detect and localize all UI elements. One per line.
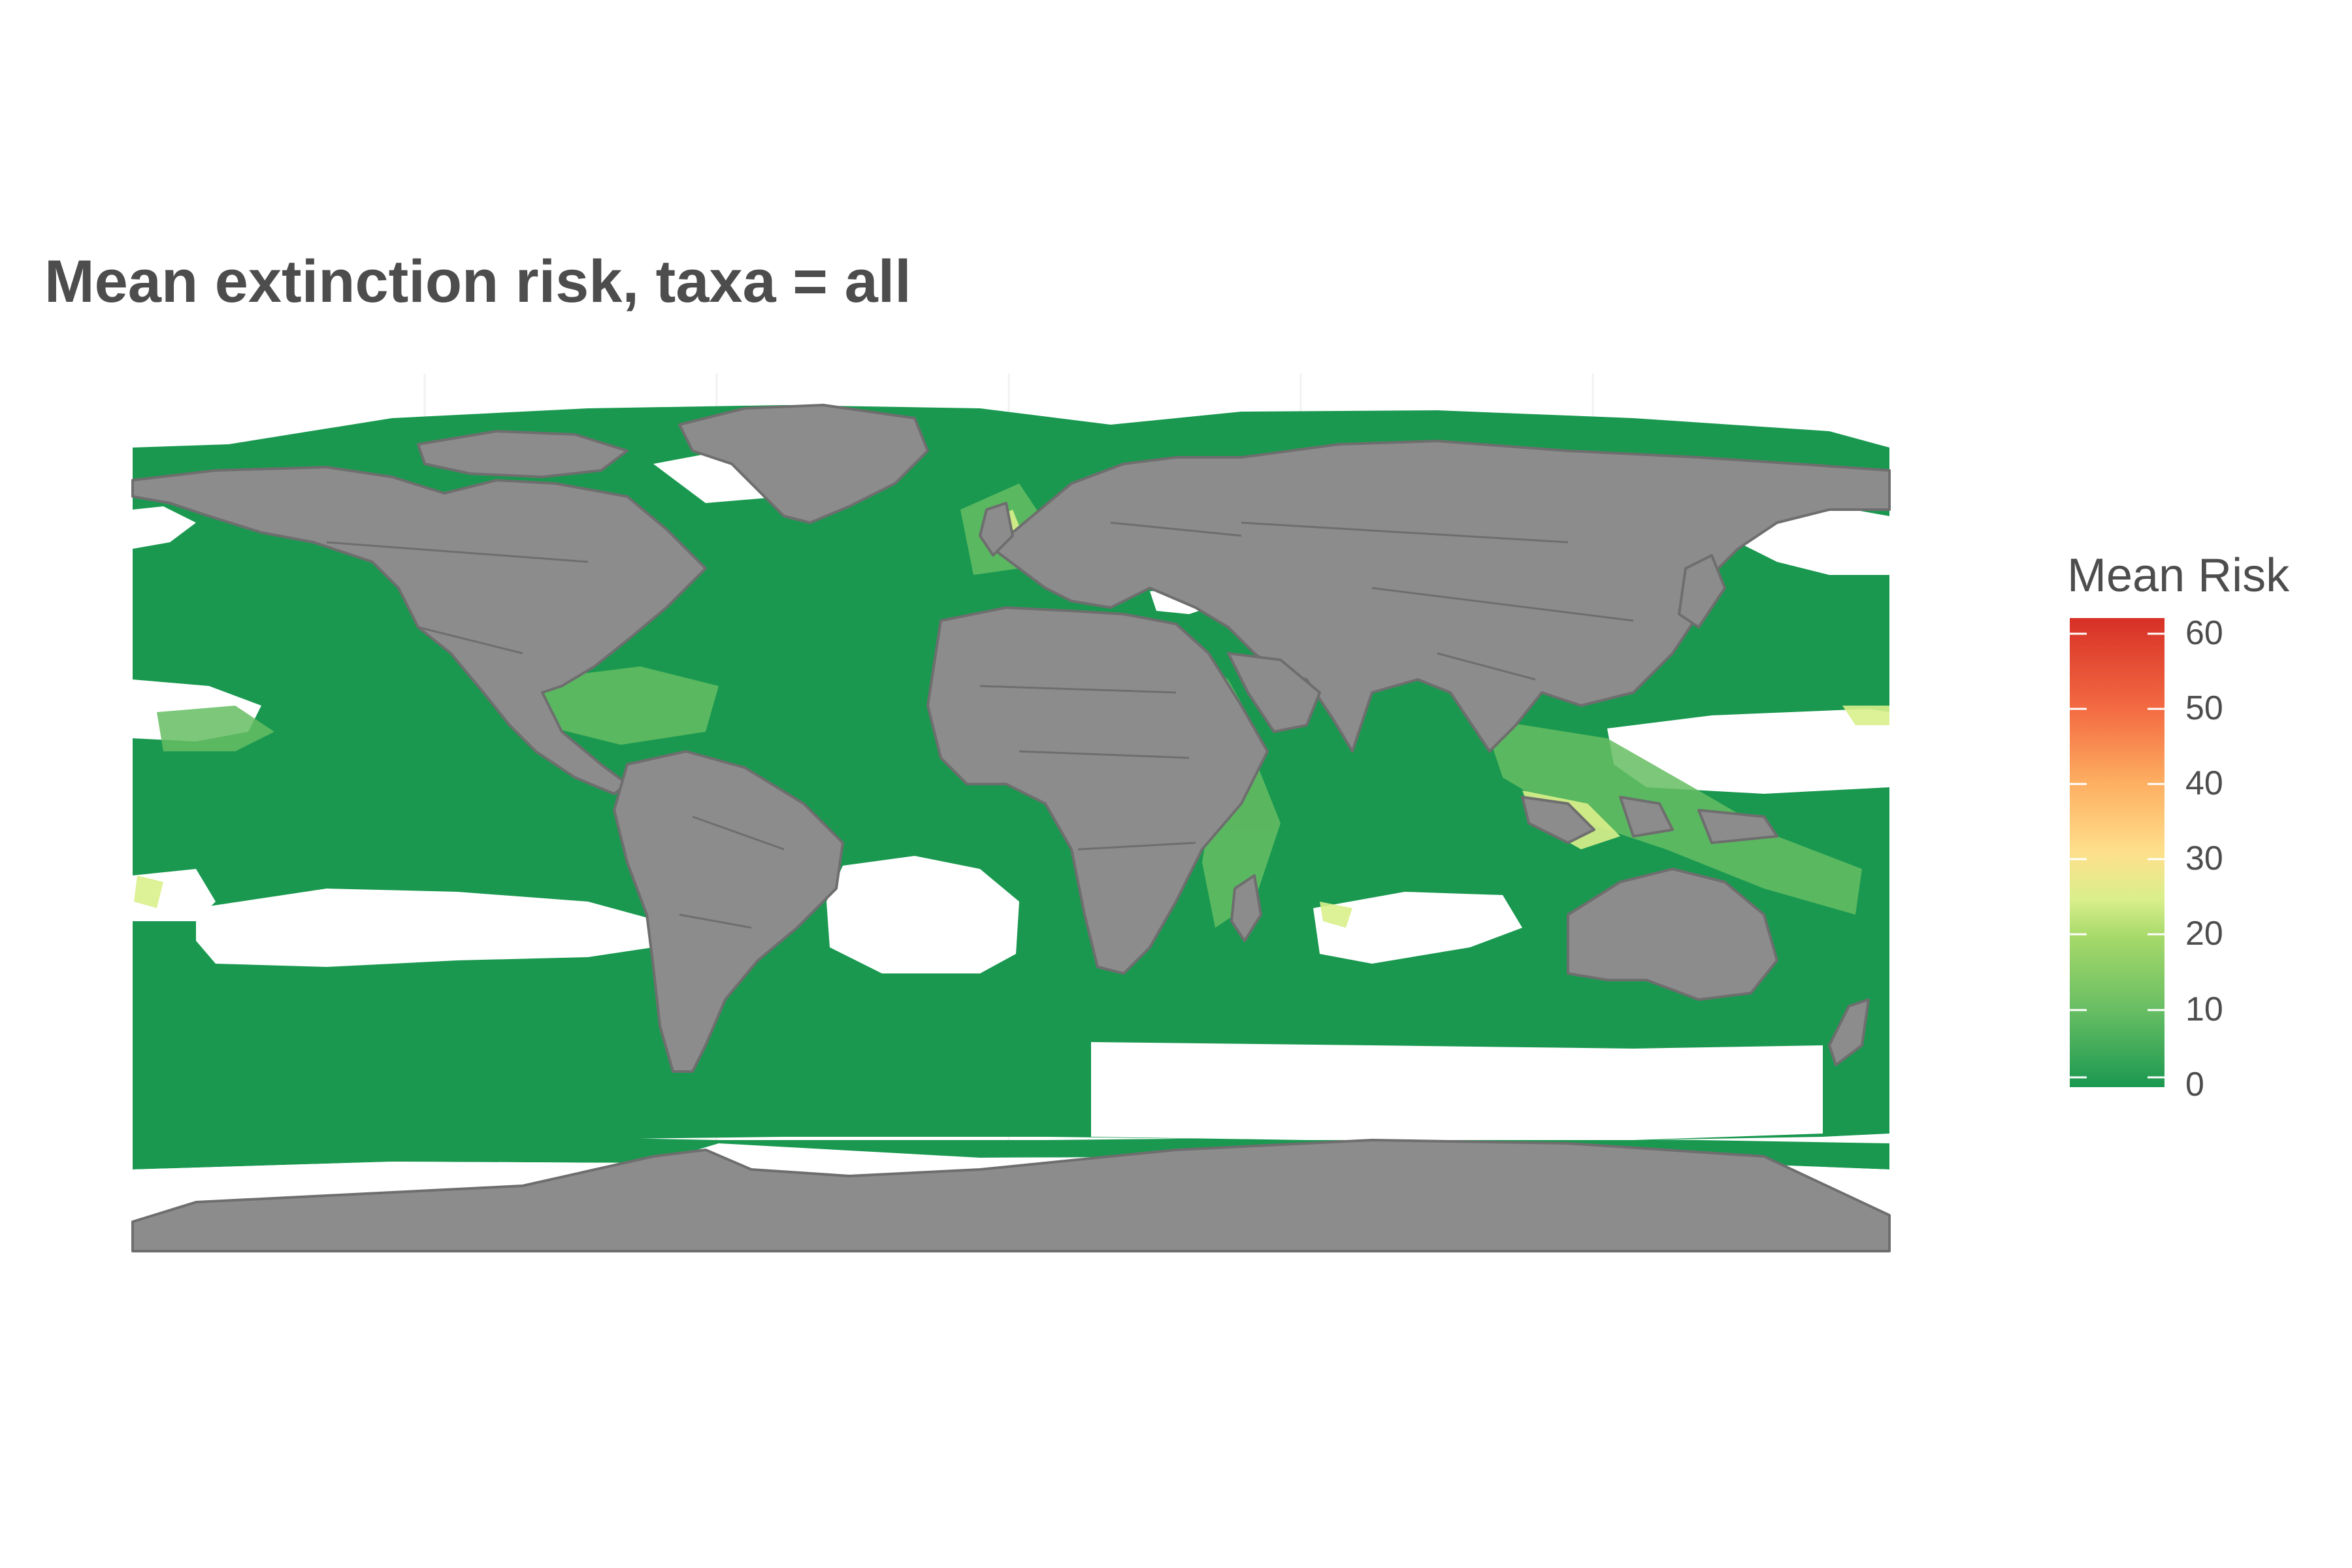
risk-caribbean <box>536 666 719 745</box>
land-arabia <box>1227 652 1321 733</box>
legend-label-20: 20 <box>2185 915 2223 953</box>
risk-indonesia <box>1483 719 1862 915</box>
legend-label-40: 40 <box>2185 764 2223 802</box>
risk-hotspot-east-pacific <box>1842 706 1889 725</box>
land-masses <box>131 404 1891 1252</box>
risk-hotspot-madagascar <box>1320 902 1352 928</box>
legend-label-30: 30 <box>2185 840 2223 877</box>
land-africa <box>926 606 1269 975</box>
land-greenland <box>678 404 929 524</box>
legend-label-0: 0 <box>2185 1066 2204 1103</box>
legend-title: Mean Risk <box>2067 549 2290 602</box>
land-uk <box>979 502 1014 557</box>
risk-west-pacific <box>157 706 274 751</box>
land-australia <box>1567 868 1778 1001</box>
no-data-south-indian <box>1313 892 1522 964</box>
country-borders <box>326 521 1634 929</box>
risk-hotspot-south-pacific <box>134 875 163 908</box>
legend-tick-marks <box>2070 632 2164 1079</box>
legend-color-bar <box>2070 618 2164 1087</box>
no-data-south-atlantic <box>826 856 1019 973</box>
map-title: Mean extinction risk, taxa = all <box>44 248 911 315</box>
land-arctic-islands <box>417 430 629 478</box>
land-madagascar <box>1230 874 1262 942</box>
legend-label-10: 10 <box>2185 990 2223 1028</box>
land-south-america <box>613 750 844 1073</box>
land-japan <box>1678 554 1726 629</box>
no-data-pacific-north <box>1607 709 1889 794</box>
land-antarctica <box>131 1139 1891 1252</box>
land-indonesia <box>1521 796 1778 844</box>
land-new-zealand <box>1828 998 1870 1066</box>
land-north-america <box>131 466 707 795</box>
legend-label-50: 50 <box>2185 689 2223 727</box>
no-data-south-ocean <box>1091 1042 1823 1140</box>
no-data-arctic-west <box>133 506 196 549</box>
no-data-south-pacific <box>196 889 660 967</box>
legend-label-60: 60 <box>2185 614 2223 652</box>
